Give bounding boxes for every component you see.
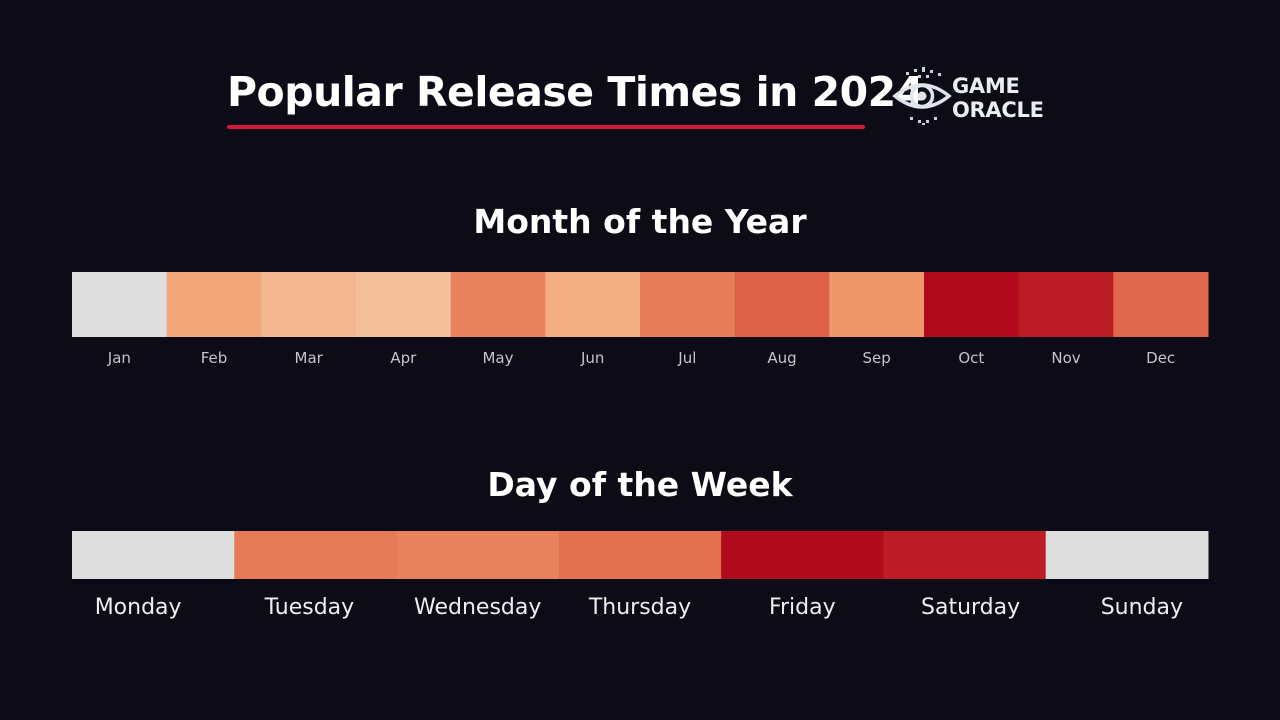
tick-label-jul: Jul — [677, 349, 696, 367]
tick-label-wednesday: Wednesday — [414, 595, 541, 620]
brand-line-1: GAME — [952, 74, 1020, 98]
tick-label-tuesday: Tuesday — [264, 595, 355, 620]
tick-label-mar: Mar — [295, 349, 324, 367]
heat-cell-feb — [166, 272, 262, 337]
eye-icon — [892, 83, 952, 109]
day-chart-title: Day of the Week — [487, 465, 793, 504]
tick-label-nov: Nov — [1051, 349, 1080, 367]
tick-label-aug: Aug — [767, 349, 796, 367]
tick-label-may: May — [482, 349, 513, 367]
tick-label-sep: Sep — [863, 349, 891, 367]
tick-label-jan: Jan — [107, 349, 131, 367]
tick-label-feb: Feb — [201, 349, 228, 367]
day-heatmap: Monday Tuesday Wednesday Thursday Friday Satu… — [72, 531, 1209, 620]
heat-cell-thursday — [558, 531, 722, 579]
tick-label-apr: Apr — [390, 349, 417, 367]
brand-line-2: ORACLE — [952, 98, 1044, 122]
heat-cell-dec — [1113, 272, 1209, 337]
heat-cell-mar — [261, 272, 357, 337]
tick-label-sunday: Sunday — [1101, 595, 1183, 620]
page-title: Popular Release Times in 2024 — [227, 68, 924, 116]
month-heatmap: Jan Feb Mar Apr May Jun Jul Aug Sep Oct Nov Dec — [72, 272, 1209, 367]
heat-cell-wednesday — [396, 531, 560, 579]
heat-cell-aug — [734, 272, 830, 337]
heat-cell-tuesday — [234, 531, 398, 579]
heat-cell-jul — [640, 272, 736, 337]
heat-cell-saturday — [883, 531, 1047, 579]
tick-label-dec: Dec — [1146, 349, 1175, 367]
heat-cell-friday — [721, 531, 884, 579]
tick-label-saturday: Saturday — [921, 595, 1020, 620]
heat-cell-oct — [924, 272, 1020, 337]
heat-cell-sep — [829, 272, 925, 337]
heat-cell-jun — [545, 272, 641, 337]
title-block: Popular Release Times in 2024 — [227, 64, 924, 120]
heat-cell-monday — [72, 531, 235, 579]
heat-cell-apr — [356, 272, 452, 337]
tick-label-oct: Oct — [958, 349, 984, 367]
heat-cell-jan — [72, 272, 168, 337]
tick-label-monday: Monday — [95, 595, 182, 620]
heat-cell-nov — [1018, 272, 1114, 337]
pixel-dots-icon — [906, 67, 941, 125]
brand-name: GAME ORACLE — [952, 74, 1044, 122]
tick-label-thursday: Thursday — [588, 595, 691, 620]
game-oracle-logo — [892, 67, 952, 125]
title-underline — [227, 125, 865, 129]
tick-label-jun: Jun — [580, 349, 604, 367]
heat-cell-may — [450, 272, 546, 337]
month-chart-title: Month of the Year — [473, 202, 807, 241]
tick-label-friday: Friday — [769, 595, 836, 620]
heat-cell-sunday — [1045, 531, 1209, 579]
